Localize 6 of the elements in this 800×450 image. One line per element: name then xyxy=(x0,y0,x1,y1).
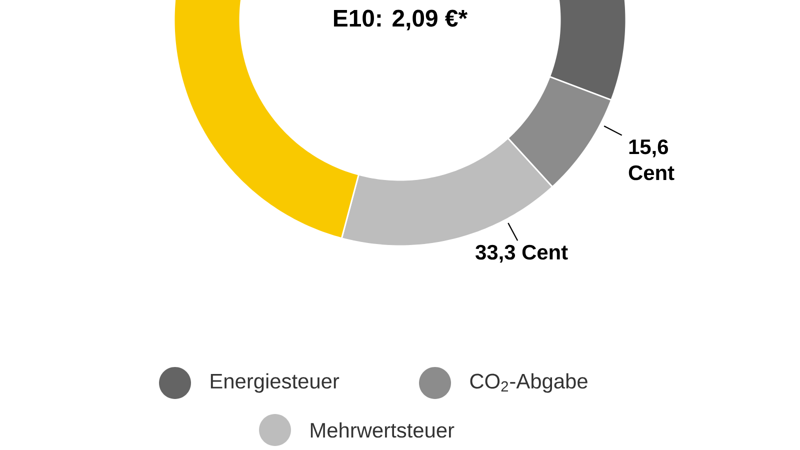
legend-label: Mehrwertsteuer xyxy=(310,422,454,438)
data-label: 33,3 Cent xyxy=(476,244,568,263)
legend-label: CO$_{2}$-Abgabe xyxy=(470,373,588,393)
chart-title: E10: 2,09 €* xyxy=(334,10,468,30)
legend-label: Energiesteuer xyxy=(210,373,340,393)
data-label: 15,6 Cent xyxy=(628,139,674,180)
